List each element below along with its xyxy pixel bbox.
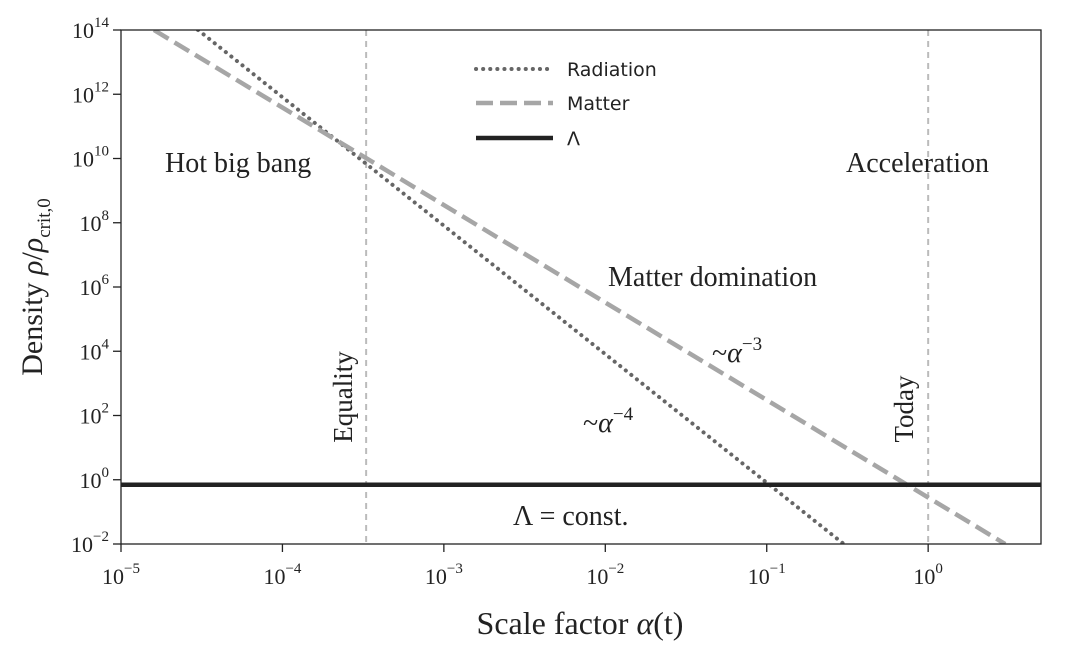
y-tick-label: 100 — [80, 465, 110, 493]
lambda-const-annotation: Λ = const. — [513, 501, 628, 532]
acceleration-annotation: Acceleration — [846, 148, 989, 179]
legend-label-matter: Matter — [567, 93, 630, 115]
matter-scaling-annotation: ~α−3 — [712, 334, 762, 369]
y-tick-label: 1014 — [72, 15, 110, 43]
x-axis-ticks: 10−5 10−4 10−3 10−2 10−1 100 — [102, 544, 943, 589]
y-tick-label: 106 — [80, 272, 110, 300]
equality-label: Equality — [328, 351, 358, 443]
x-tick-label: 10−3 — [425, 561, 463, 589]
x-tick-label: 100 — [913, 561, 943, 589]
reference-lines — [365, 30, 930, 544]
y-tick-label: 102 — [80, 401, 110, 429]
matter-domination-annotation: Matter domination — [608, 262, 817, 293]
x-tick-label: 10−4 — [263, 561, 301, 589]
today-label: Today — [889, 375, 919, 443]
series-line-radiation — [196, 30, 846, 544]
x-tick-label: 10−2 — [586, 561, 624, 589]
legend: Radiation Matter Λ — [474, 59, 657, 150]
radiation-scaling-annotation: ~α−4 — [583, 404, 634, 439]
y-axis-label: Density ρ/ρcrit,0 — [16, 198, 55, 376]
y-tick-label: 104 — [80, 336, 110, 364]
y-axis-ticks: 10−2 100 102 104 106 108 1010 1012 1014 — [71, 15, 121, 557]
series-lines — [121, 30, 1041, 544]
x-tick-label: 10−5 — [102, 561, 140, 589]
series-line-matter — [152, 30, 1007, 544]
y-tick-label: 1012 — [72, 79, 109, 107]
legend-label-radiation: Radiation — [567, 59, 657, 81]
y-tick-label: 108 — [80, 208, 110, 236]
legend-label-lambda: Λ — [567, 128, 580, 150]
y-tick-label: 10−2 — [71, 529, 109, 557]
x-tick-label: 10−1 — [748, 561, 786, 589]
x-axis-label: Scale factor α(t) — [477, 605, 684, 641]
hot-big-bang-annotation: Hot big bang — [165, 148, 311, 179]
y-tick-label: 1010 — [72, 144, 109, 172]
